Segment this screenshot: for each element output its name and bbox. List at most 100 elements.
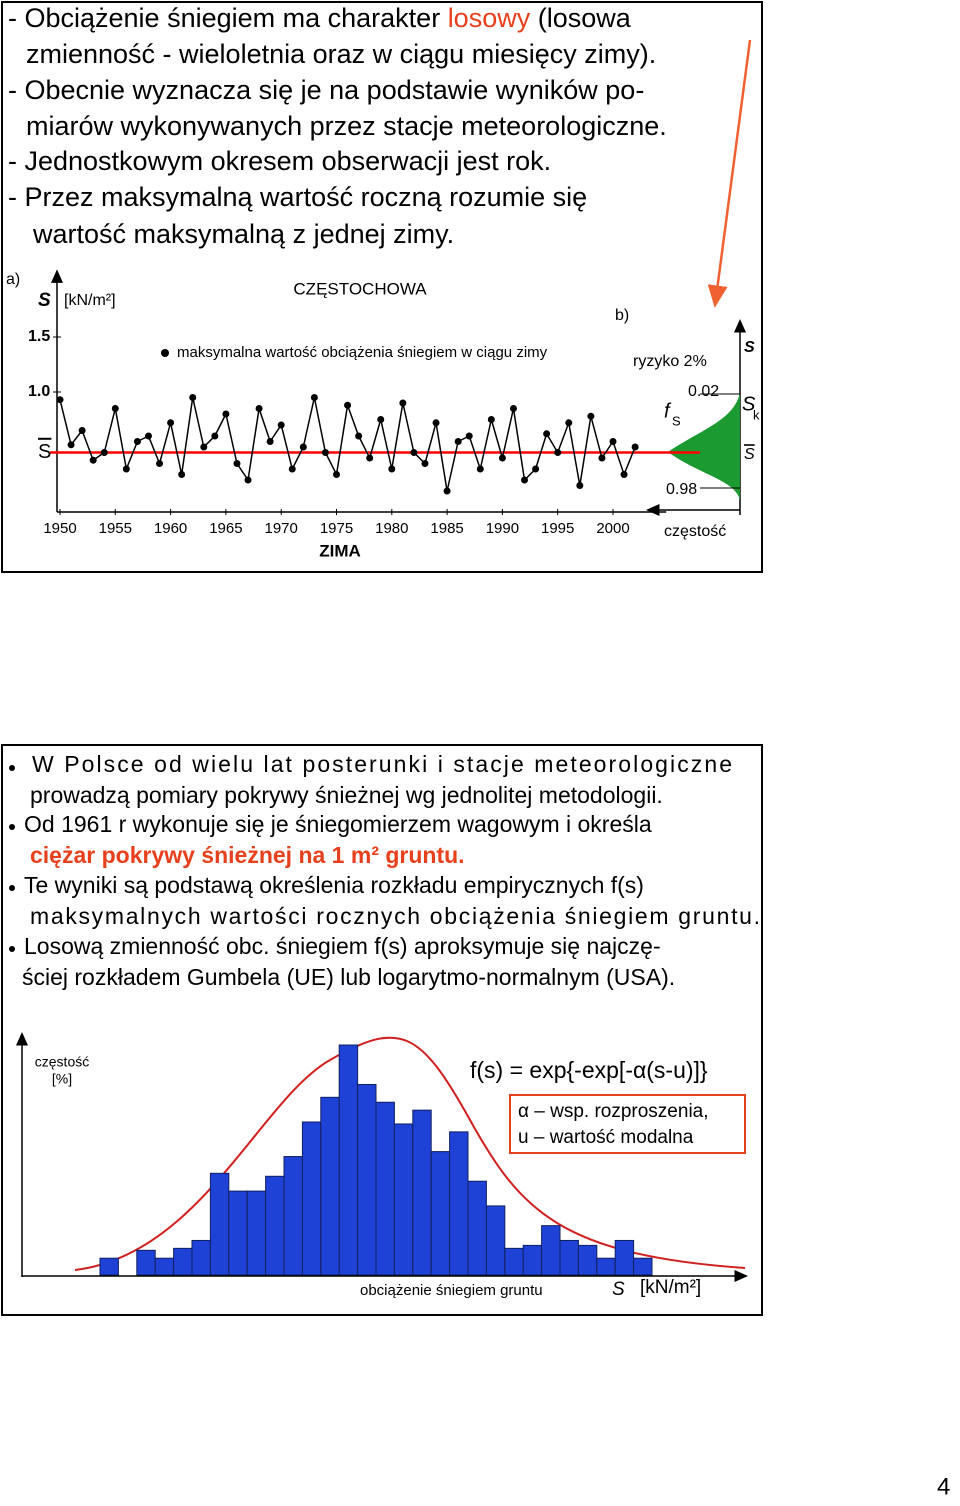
x-tick-label: 2000 [596, 520, 629, 537]
point [200, 443, 208, 451]
text: (losowa [530, 3, 632, 33]
x-tick-label: 1985 [430, 520, 463, 537]
point [543, 430, 551, 438]
y-tick-label: 1.5 [28, 328, 50, 345]
point [288, 465, 296, 473]
x-tick-label: 1965 [209, 520, 242, 537]
bar [136, 1249, 156, 1276]
point [631, 443, 639, 451]
bullet [9, 885, 15, 891]
x-tick-label: 1980 [375, 520, 408, 537]
point [388, 465, 396, 473]
legend-marker [161, 349, 169, 357]
legend-label: maksymalna wartość obciążenia śniegiem w… [177, 344, 548, 361]
point [222, 410, 230, 418]
point [476, 465, 484, 473]
x-axis-label: ZIMA [319, 541, 361, 560]
text-line: - Jednostkowym okresem obserwacji jest r… [8, 146, 551, 176]
page-number: 4 [937, 1473, 950, 1500]
bar [467, 1180, 487, 1276]
point [178, 471, 186, 478]
x-tick-label: 1995 [541, 520, 574, 537]
bar [209, 1172, 230, 1276]
bar [559, 1239, 579, 1276]
label: częstość [664, 523, 726, 540]
text-line: prowadzą pomiary pokrywy śnieżnej wg jed… [30, 782, 663, 808]
text-line: W Polsce od wielu lat posterunki i stacj… [32, 751, 732, 777]
text-line: ściej rozkładem Gumbela (UE) lub logaryt… [22, 964, 675, 990]
bar [357, 1083, 377, 1276]
bar [541, 1225, 561, 1276]
point [89, 456, 97, 464]
density-shape [668, 392, 740, 500]
bar [596, 1257, 616, 1276]
bar [375, 1101, 395, 1276]
point [122, 465, 130, 473]
b-labels: ryzyko 2% S 0.02 f S S k S 0.98 częstość [633, 339, 760, 540]
slide2-text: W Polsce od wielu lat posterunki i stacj… [9, 751, 760, 990]
point [189, 394, 197, 401]
point [554, 449, 562, 456]
slide-frame [1, 744, 763, 1316]
x-tick-label: 1990 [486, 520, 519, 537]
point [233, 460, 241, 467]
y-axis-symbol: S [38, 290, 51, 311]
point [156, 460, 164, 467]
point [410, 449, 418, 456]
point [321, 449, 329, 456]
point [565, 419, 573, 427]
text: - Obciążenie śniegiem ma charakter [8, 3, 448, 33]
text-line: - Obecnie wyznacza się je na podstawie w… [8, 75, 644, 105]
point [56, 396, 64, 404]
series-line [59, 397, 636, 492]
point [609, 438, 617, 445]
label: f [664, 400, 672, 422]
point [498, 454, 506, 462]
bar [320, 1096, 340, 1276]
label: S [672, 413, 681, 428]
text-line: - Obciążenie śniegiem ma charakter losow… [8, 3, 632, 33]
bullet [9, 946, 15, 952]
bar [246, 1190, 267, 1276]
x-axis-label: obciążenie śniegiem gruntu [360, 1282, 543, 1299]
highlight: losowy [448, 3, 531, 33]
x-axis-unit: [kN/m²] [640, 1277, 701, 1298]
y-axis-label: [%] [52, 1071, 72, 1087]
bar [99, 1257, 119, 1276]
bar [301, 1121, 322, 1276]
text-line: Od 1961 r wykonuje się je śniegomierzem … [24, 811, 652, 837]
label: k [753, 407, 760, 422]
point [100, 449, 108, 456]
label: S [744, 339, 755, 356]
point [620, 471, 628, 478]
point [344, 401, 352, 409]
text-line: Te wyniki są podstawą określenia rozkład… [24, 872, 644, 898]
point [310, 394, 318, 401]
point [211, 432, 219, 440]
point [432, 419, 440, 427]
label: ryzyko 2% [633, 353, 707, 370]
point [333, 471, 340, 478]
text-line: Losową zmienność obc. śniegiem f(s) apro… [24, 933, 661, 959]
bar [614, 1239, 635, 1276]
bar [485, 1205, 506, 1276]
label: S [742, 393, 756, 415]
point [67, 441, 75, 449]
panel-label: a) [6, 271, 20, 288]
text-line: wartość maksymalną z jednej zimy. [32, 219, 454, 249]
point [399, 399, 407, 407]
x-tick-label: 1960 [154, 520, 187, 537]
text-line: miarów wykonywanych przez stacje meteoro… [26, 111, 667, 141]
bar [430, 1151, 451, 1276]
y-axis-unit: [kN/m²] [64, 292, 116, 309]
y-axis-label: częstość [35, 1054, 89, 1070]
bar [283, 1156, 303, 1276]
formula: f(s) = exp{-exp[-α(s-u)]} [470, 1057, 708, 1083]
point [587, 412, 595, 420]
text-line: ciężar pokrywy śnieżnej na 1 m² gruntu. [30, 842, 465, 868]
bar [522, 1244, 543, 1276]
bar [154, 1257, 175, 1276]
bar [173, 1247, 193, 1276]
